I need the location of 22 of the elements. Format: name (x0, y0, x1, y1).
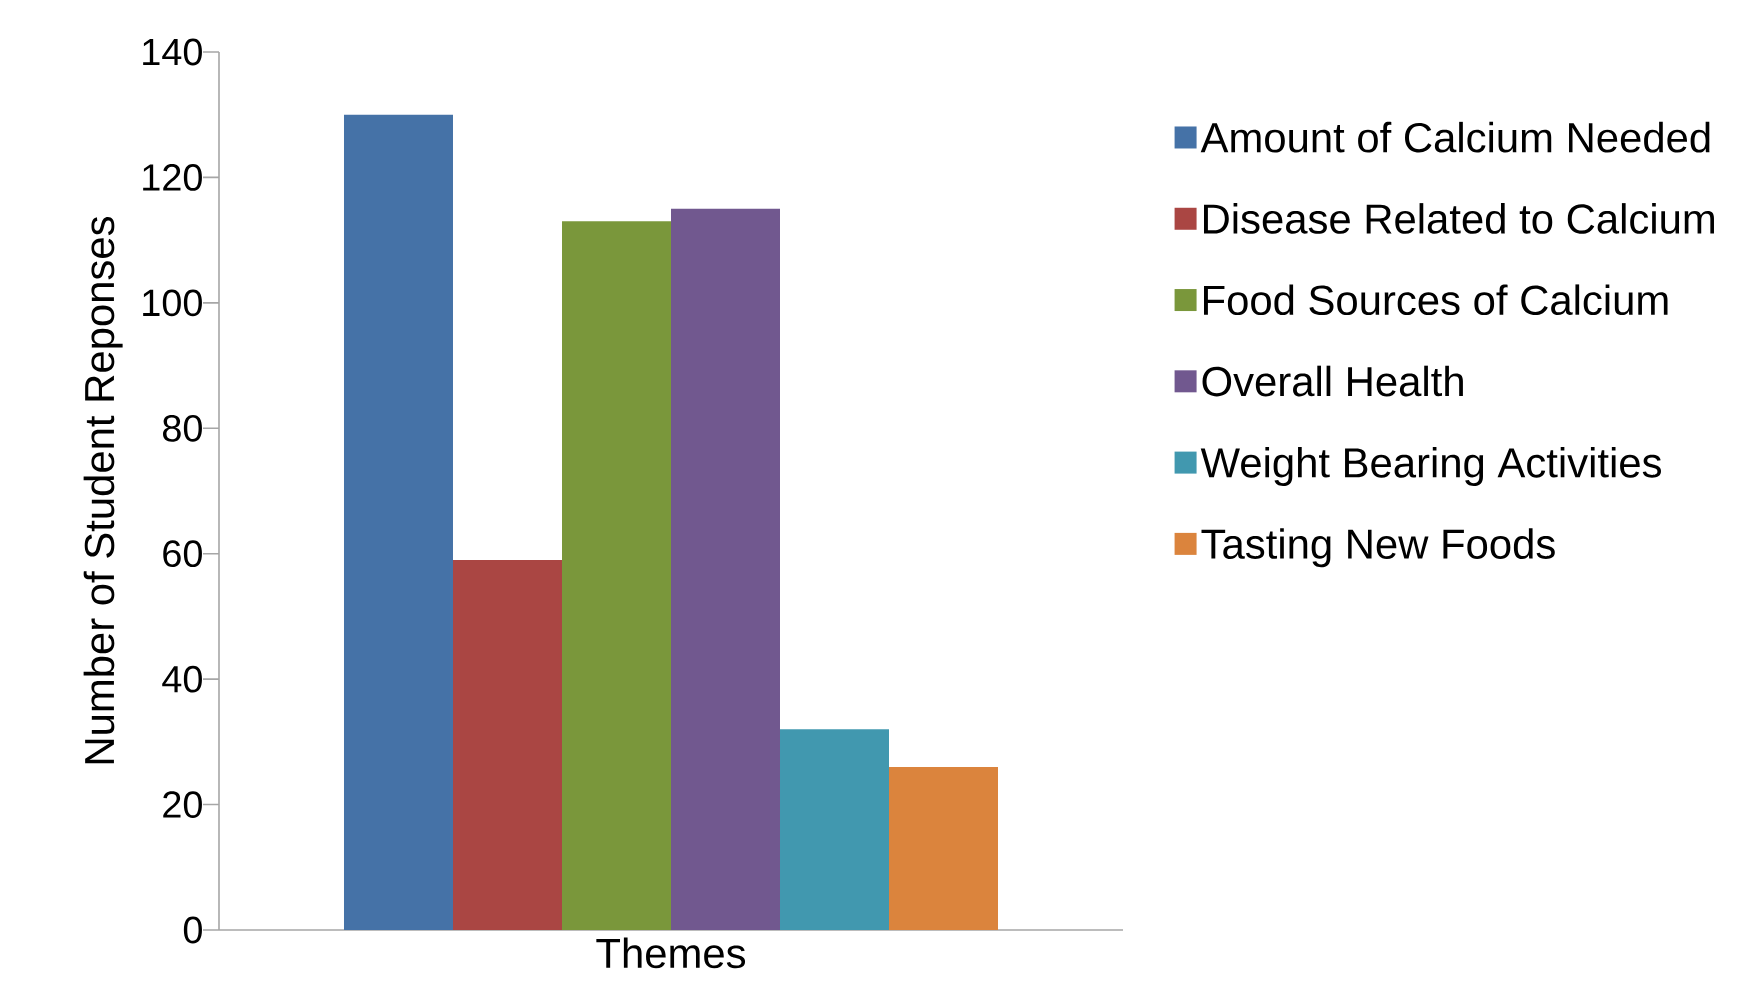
legend-label: Amount of Calcium Needed (1200, 121, 1710, 153)
y-tick-label: 0 (183, 916, 202, 944)
legend-label: Tasting New Foods (1201, 528, 1555, 568)
legend-label: Food Sources of Calcium (1204, 284, 1668, 316)
y-tick-label: 140 (143, 38, 202, 66)
bar (562, 221, 671, 930)
x-axis-title: Themes (596, 937, 746, 969)
y-tick-label: 20 (163, 791, 202, 818)
legend-label: Disease Related to Calcium (1204, 203, 1714, 234)
legend-label: Overall Health (1202, 365, 1463, 397)
y-axis-title: Number of Student Reponses (83, 216, 123, 764)
bar (671, 208, 780, 930)
bar (780, 729, 889, 930)
legend-label: Weight Bearing Activities (1200, 446, 1661, 486)
y-tick-label: 80 (163, 414, 202, 442)
bar (889, 766, 998, 930)
bar (452, 559, 562, 930)
y-tick-label: 60 (163, 540, 202, 568)
y-tick-label: 100 (143, 289, 202, 317)
bar (343, 114, 453, 930)
y-tick-label: 40 (162, 665, 202, 693)
y-tick-label: 120 (143, 164, 202, 191)
